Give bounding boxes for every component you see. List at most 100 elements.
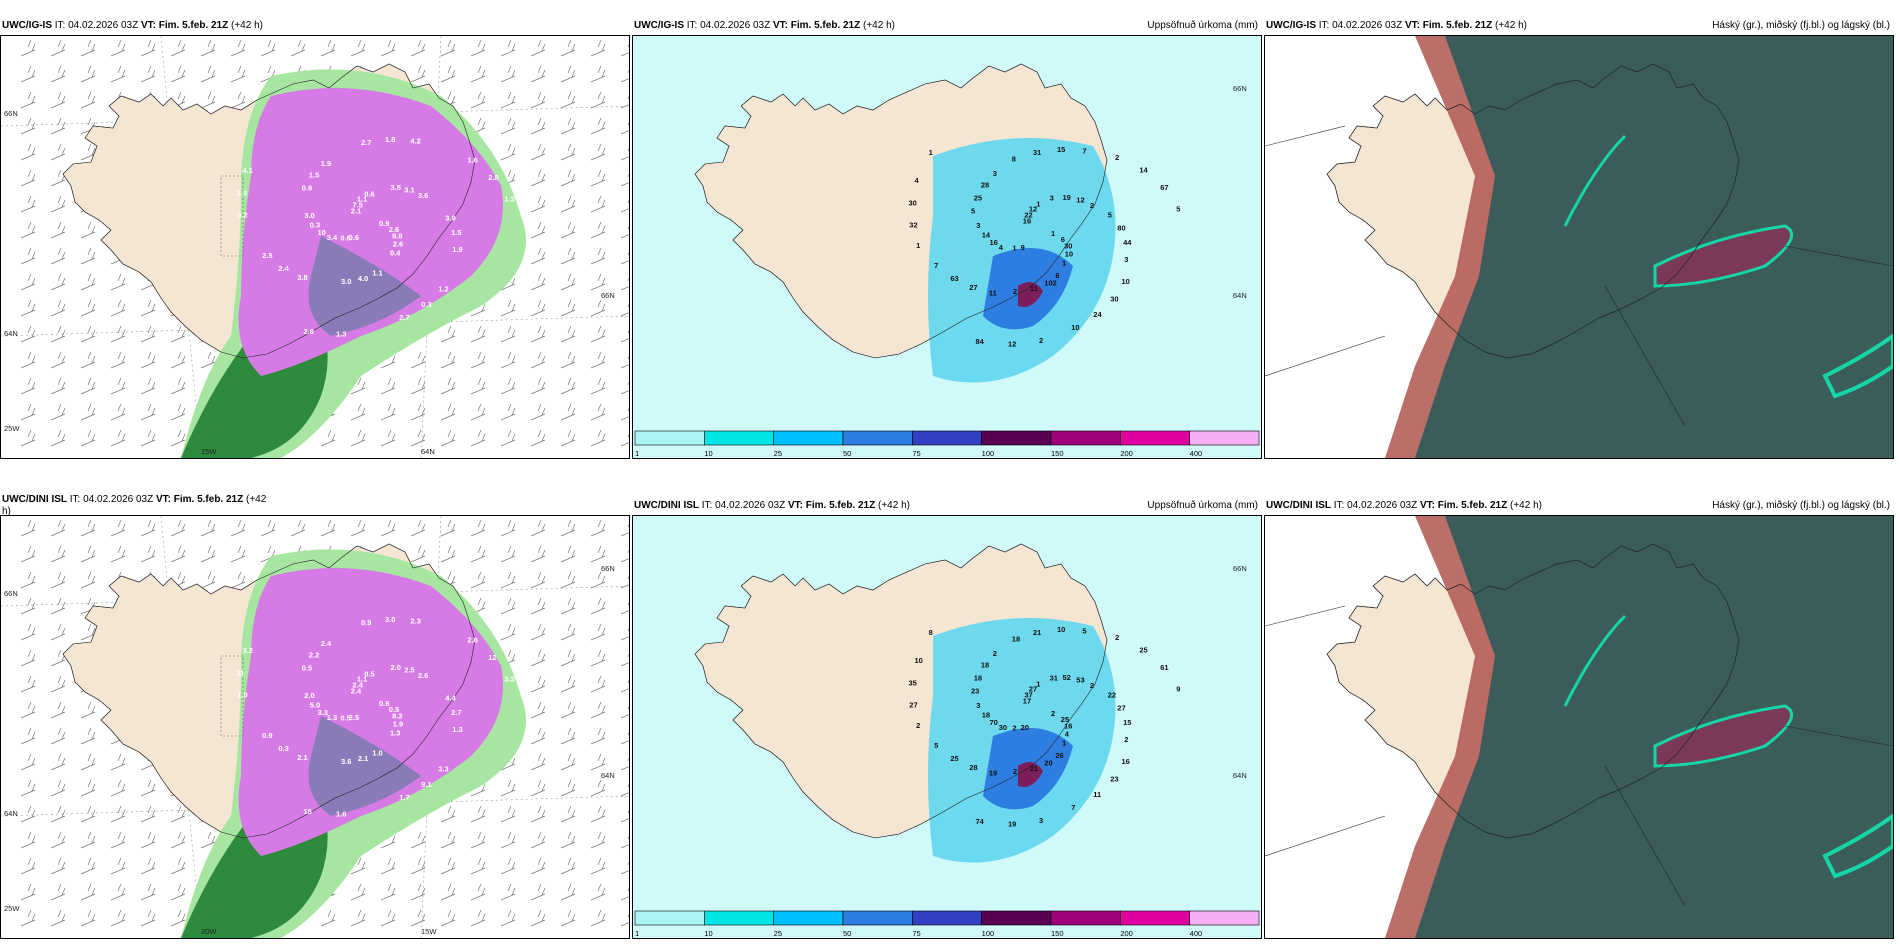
wind-barb	[170, 545, 186, 563]
wind-barb	[500, 403, 516, 421]
map-title: Háský (gr.), miðský (fj.bl.) og lágský (…	[1712, 20, 1890, 31]
value-label: 2.8	[467, 636, 477, 645]
wind-barb	[350, 39, 366, 57]
value-label: 8.2	[392, 712, 402, 721]
wind-barb	[140, 831, 156, 849]
value-label: 25	[1061, 715, 1069, 724]
wind-barb	[590, 195, 606, 213]
wind-barb	[380, 909, 396, 927]
map-view[interactable]	[1264, 35, 1894, 459]
wind-barb	[20, 221, 36, 239]
value-label: 102	[1044, 279, 1057, 288]
value-label: 52	[1063, 673, 1071, 682]
wind-barb	[320, 39, 336, 57]
map-view[interactable]: 1 10 25 50 75 100 150 200 400 66N 64N 1 1 1 1 3 2 2 3 3 7 7 10…	[632, 35, 1262, 459]
value-label: 2.5	[262, 251, 272, 260]
wind-barb	[80, 299, 96, 317]
value-label: 2	[1013, 287, 1017, 296]
coastline	[1326, 63, 1740, 359]
value-label: 3.3	[438, 765, 448, 774]
wind-barb	[590, 351, 606, 369]
value-labels: 0.90.60.60.43.03.63.01.91.92.54.22.74.11…	[237, 135, 515, 338]
axis-label: 15W	[421, 927, 437, 936]
wind-barb	[140, 545, 156, 563]
wind-barb	[80, 273, 96, 291]
colorbar-swatch	[634, 910, 705, 926]
value-label: 11	[1030, 284, 1038, 293]
wind-barb	[80, 65, 96, 83]
value-labels: 2211322225571092027418532118152510113561…	[909, 625, 1181, 828]
lead-time: (+42 h)	[231, 20, 263, 31]
value-label: 3.0	[385, 615, 395, 624]
value-label: 5	[1176, 204, 1180, 213]
value-label: 5.0	[310, 701, 320, 710]
value-label: 10	[1065, 250, 1073, 259]
value-label: 9	[1021, 243, 1025, 252]
colorbar-label: 200	[1120, 449, 1133, 458]
wind-barb	[380, 883, 396, 901]
map-view[interactable]: 66N 64N 25W 15W 64N 66N 0.9 0.6 0.6 0.4 3.0 3.6 3.0 1…	[0, 35, 630, 459]
colorbar-label: 10	[704, 449, 712, 458]
wind-barb	[140, 805, 156, 823]
wind-barb	[620, 43, 629, 57]
wind-barb	[530, 351, 546, 369]
colorbar-swatch	[1050, 910, 1121, 926]
map-view[interactable]: 66N 64N 25W 20W 15W 64N 66N 0.6 0.5 0.5 1.3 2.0 2.6 3…	[0, 515, 630, 939]
wind-barb	[80, 909, 96, 927]
map-view[interactable]	[1264, 515, 1894, 939]
panel-header: UWC/DINI ISL IT: 04.02.2026 03Z VT: Fim.…	[632, 498, 1262, 514]
model-source: UWC/IG-IS	[634, 20, 684, 31]
axis-label: 66N	[4, 109, 18, 118]
wind-barb	[320, 909, 336, 927]
wind-barb	[530, 597, 546, 615]
value-label: 0.5	[389, 705, 399, 714]
wind-barb	[80, 519, 96, 537]
wind-barb	[560, 909, 576, 927]
init-time: IT: 04.02.2026 03Z	[1333, 500, 1418, 511]
wind-barb	[560, 623, 576, 641]
value-label: 2.4	[351, 687, 362, 696]
wind-barb	[20, 545, 36, 563]
wind-barb	[590, 403, 606, 421]
init-time: IT: 04.02.2026 03Z	[701, 500, 786, 511]
wind-barb	[500, 91, 516, 109]
lead-time: (+42 h)	[1495, 20, 1527, 31]
wind-barb	[500, 545, 516, 563]
value-label: 14	[982, 231, 991, 240]
value-label: 30	[999, 723, 1007, 732]
value-label: 25	[974, 194, 982, 203]
wind-barb	[590, 623, 606, 641]
wind-barb	[20, 325, 36, 343]
wind-barb	[560, 65, 576, 83]
wind-barb	[560, 351, 576, 369]
lead-time: (+42	[246, 494, 267, 505]
wind-barb	[110, 753, 126, 771]
wind-barb	[590, 91, 606, 109]
wind-barb	[590, 143, 606, 161]
map-view[interactable]: 1 10 25 50 75 100 150 200 400 66N 64N 2 2 1 1 3 2 2 2 2 5 5 7 1…	[632, 515, 1262, 939]
value-label: 3	[1124, 255, 1128, 264]
value-label: 3.4	[327, 233, 338, 242]
wind-barb	[140, 857, 156, 875]
value-label: 2.8	[488, 173, 498, 182]
high-cloud-cell	[1653, 224, 1794, 288]
valid-time: VT: Fim. 5.feb. 21Z	[787, 500, 876, 511]
wind-barb	[500, 429, 516, 447]
value-label: 22	[1108, 691, 1116, 700]
value-label: 10	[1122, 277, 1130, 286]
value-label: 2.6	[418, 671, 428, 680]
value-label: 3	[1039, 816, 1043, 825]
wind-barb	[50, 65, 66, 83]
wind-barb	[20, 195, 36, 213]
wind-barb	[200, 91, 216, 109]
value-label: 22	[1024, 211, 1032, 220]
wind-barb	[20, 143, 36, 161]
value-label: 1.6	[336, 809, 346, 818]
colorbar-label: 1	[635, 929, 639, 938]
value-label: 2	[1115, 633, 1119, 642]
value-label: 0.6	[340, 234, 350, 243]
wind-barb	[50, 753, 66, 771]
value-label: 2	[1013, 767, 1017, 776]
wind-barb	[290, 519, 306, 537]
wind-barb	[530, 675, 546, 693]
